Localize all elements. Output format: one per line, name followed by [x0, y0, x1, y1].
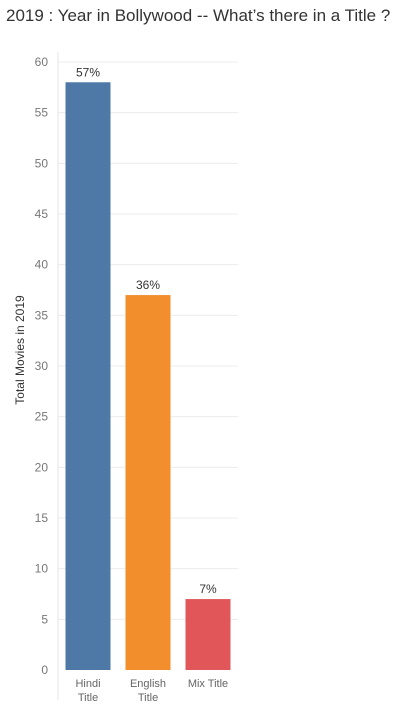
x-tick-label: Mix Title	[188, 678, 228, 690]
data-label: 57%	[76, 65, 100, 79]
bar	[125, 295, 171, 670]
y-tick-label: 30	[35, 359, 49, 373]
data-label: 36%	[136, 278, 160, 292]
x-tick-label-line: Mix Title	[188, 678, 228, 690]
y-tick-label: 35	[35, 308, 49, 322]
bar	[65, 82, 111, 671]
x-tick-label: English Title	[130, 678, 166, 704]
y-tick-label: 60	[35, 55, 49, 69]
y-tick-label: 10	[35, 562, 49, 576]
x-tick-label-line: Title	[138, 692, 158, 704]
y-tick-label: 25	[35, 410, 49, 424]
y-tick-label: 50	[35, 156, 49, 170]
y-tick-label: 40	[35, 258, 49, 272]
y-tick-label: 20	[35, 460, 49, 474]
chart-title: 2019 : Year in Bollywood -- What’s there…	[6, 6, 391, 25]
x-tick-label-line: English	[130, 678, 166, 690]
bar	[185, 599, 231, 670]
x-tick-label-line: Hindi	[75, 678, 100, 690]
y-tick-label: 55	[35, 106, 49, 120]
y-tick-label: 0	[41, 663, 48, 677]
y-tick-label: 5	[41, 612, 48, 626]
y-tick-label: 15	[35, 511, 49, 525]
x-tick-label-line: Title	[78, 692, 98, 704]
x-tick-label: Hindi Title	[75, 678, 100, 704]
y-tick-label: 45	[35, 207, 49, 221]
data-label: 7%	[199, 582, 217, 596]
